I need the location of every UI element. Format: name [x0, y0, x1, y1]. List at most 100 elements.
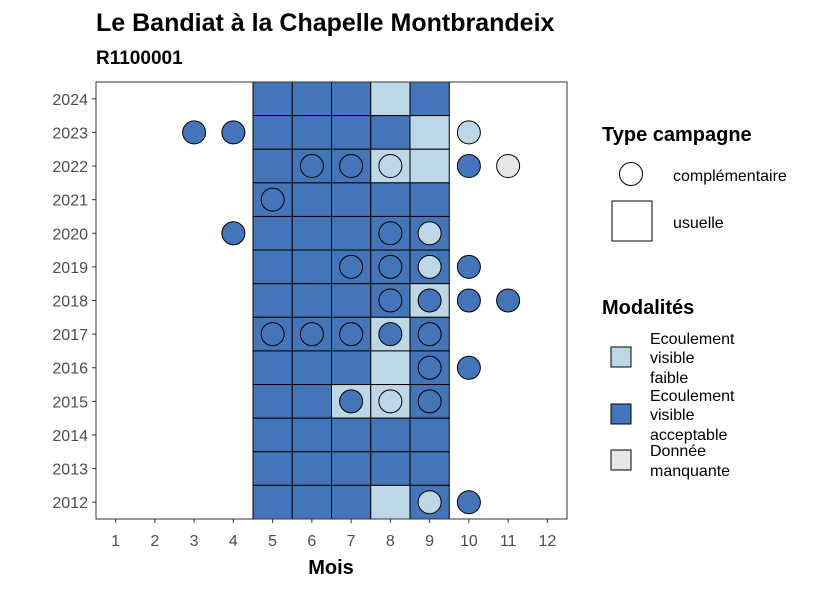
point-2019-7 — [339, 254, 364, 279]
tile-2024-5 — [252, 81, 293, 117]
x-tick-label-4: 4 — [229, 533, 238, 550]
point-2018-10 — [456, 288, 481, 313]
legend: Type campagne complémentaire usuelle Mod… — [602, 124, 787, 480]
tile-2018-6 — [291, 283, 332, 318]
x-axis-title: Mois — [308, 557, 354, 579]
point-2016-10 — [456, 355, 481, 380]
tile-2016-8 — [370, 350, 411, 386]
x-tick-label-12: 12 — [538, 533, 556, 550]
point-2015-9 — [417, 389, 442, 414]
tile-2021-7 — [331, 182, 372, 217]
tile-2014-8 — [370, 417, 411, 453]
y-tick-label-2015: 2015 — [52, 394, 88, 411]
legend-circle-key — [619, 162, 643, 186]
tile-2013-5 — [252, 451, 293, 486]
tile-2021-8 — [370, 182, 411, 217]
point-2018-9 — [417, 288, 442, 313]
point-2023-10 — [456, 120, 481, 145]
tile-2022-5 — [252, 148, 293, 184]
legend-label-faible-3: faible — [650, 370, 688, 387]
legend-key-acceptable — [610, 403, 632, 425]
x-tick-label-8: 8 — [386, 533, 395, 550]
y-tick-label-2018: 2018 — [52, 294, 88, 311]
tile-2023-5 — [252, 115, 293, 150]
x-tick-label-1: 1 — [111, 533, 120, 550]
tile-2016-5 — [252, 350, 293, 386]
point-2017-8 — [378, 322, 403, 347]
complementaire-points — [182, 120, 521, 515]
legend-label-usuelle: usuelle — [673, 215, 724, 232]
tile-2012-7 — [331, 484, 372, 520]
tile-2014-6 — [291, 417, 332, 453]
point-2020-4 — [221, 221, 246, 246]
tile-2024-9 — [409, 81, 450, 117]
tile-2018-5 — [252, 283, 293, 318]
tile-2014-7 — [331, 417, 372, 453]
tile-2013-8 — [370, 451, 411, 486]
tile-2020-5 — [252, 215, 293, 251]
tile-2021-9 — [409, 182, 450, 217]
legend-label-faible-2: visible — [650, 350, 695, 367]
point-2018-11 — [496, 288, 521, 313]
point-2016-9 — [417, 355, 442, 380]
x-tick-label-2: 2 — [150, 533, 159, 550]
point-2012-9 — [417, 490, 442, 515]
point-2022-6 — [299, 154, 324, 179]
tile-2021-6 — [291, 182, 332, 217]
tile-2015-6 — [291, 384, 332, 419]
legend-label-manquante-2: manquante — [650, 463, 730, 480]
tile-2019-6 — [291, 249, 332, 285]
legend-label-acceptable-1: Ecoulement — [650, 388, 735, 405]
y-tick-label-2021: 2021 — [52, 193, 88, 210]
y-tick-label-2020: 2020 — [52, 226, 88, 243]
point-2022-10 — [456, 154, 481, 179]
y-tick-label-2024: 2024 — [52, 92, 88, 109]
x-tick-label-5: 5 — [268, 533, 277, 550]
legend-type-title: Type campagne — [602, 124, 752, 146]
x-tick-label-11: 11 — [500, 533, 517, 550]
y-tick-label-2017: 2017 — [52, 327, 88, 344]
y-tick-label-2013: 2013 — [52, 462, 88, 479]
point-2020-8 — [378, 221, 403, 246]
legend-label-acceptable-3: acceptable — [650, 427, 727, 444]
tile-2015-5 — [252, 384, 293, 419]
x-axis: 1 2 3 4 5 6 7 8 9 10 11 12 — [111, 519, 556, 550]
tile-2023-6 — [291, 115, 332, 150]
tile-2013-9 — [409, 451, 450, 486]
tile-2022-9 — [409, 148, 450, 184]
point-2015-8 — [378, 389, 403, 414]
usuelle-tiles — [252, 81, 450, 520]
tile-2019-5 — [252, 249, 293, 285]
point-2020-9 — [417, 221, 442, 246]
point-2015-7 — [339, 389, 364, 414]
x-tick-label-10: 10 — [460, 533, 478, 550]
point-2019-10 — [456, 254, 481, 279]
tile-2024-7 — [331, 81, 372, 117]
tile-2013-6 — [291, 451, 332, 486]
tile-2016-7 — [331, 350, 372, 386]
x-tick-label-6: 6 — [307, 533, 316, 550]
point-2017-9 — [417, 322, 442, 347]
y-tick-label-2014: 2014 — [52, 428, 88, 445]
legend-key-manquante — [610, 449, 632, 471]
y-tick-label-2019: 2019 — [52, 260, 88, 277]
point-2017-5 — [260, 322, 285, 347]
tile-2018-7 — [331, 283, 372, 318]
y-axis: 2012 2013 2014 2015 2016 2017 2018 2019 2020 2021… — [52, 92, 96, 512]
legend-label-complementaire: complémentaire — [673, 168, 787, 185]
point-2019-8 — [378, 254, 403, 279]
tile-2024-6 — [291, 81, 332, 117]
point-2017-6 — [299, 322, 324, 347]
point-2023-4 — [221, 120, 246, 145]
tile-2023-7 — [331, 115, 372, 150]
point-2022-11 — [496, 154, 521, 179]
tile-2012-5 — [252, 484, 293, 520]
chart-subtitle: R1100001 — [96, 48, 183, 69]
point-2021-5 — [260, 187, 285, 212]
chart-title: Le Bandiat à la Chapelle Montbrandeix — [96, 9, 555, 37]
legend-key-faible — [610, 346, 632, 368]
point-2018-8 — [378, 288, 403, 313]
x-tick-label-3: 3 — [190, 533, 199, 550]
legend-label-manquante-1: Donnée — [650, 443, 706, 460]
point-2022-7 — [339, 154, 364, 179]
